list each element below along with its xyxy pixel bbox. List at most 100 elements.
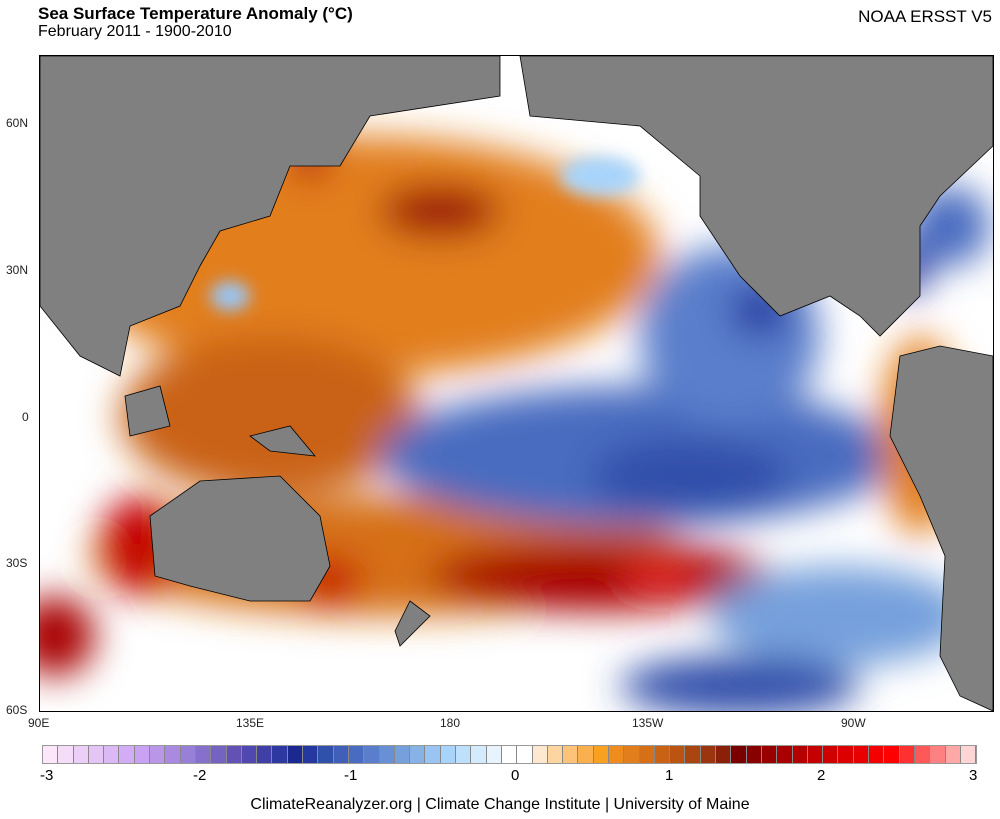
colorbar-swatch (731, 746, 747, 763)
colorbar-label: 0 (511, 767, 520, 784)
y-tick: 30N (6, 263, 29, 277)
colorbar-swatch (303, 746, 319, 763)
colorbar-swatch (456, 746, 472, 763)
y-tick: 60N (6, 116, 29, 130)
warm-core-north-pacific (380, 186, 500, 236)
warm-indian-ocean (40, 596, 95, 676)
colorbar-swatch (394, 746, 411, 763)
south-america-land (889, 345, 993, 711)
colorbar-swatch (486, 746, 502, 763)
y-tick: 60S (6, 703, 28, 717)
borneo-land (124, 385, 171, 437)
sst-anomaly-map (39, 55, 994, 712)
colorbar-swatch (226, 746, 242, 763)
colorbar-swatch (807, 746, 824, 763)
colorbar-swatch (501, 746, 518, 763)
x-tick: 135W (632, 716, 664, 730)
colorbar-swatch (869, 746, 885, 763)
australia-land (149, 475, 331, 602)
colorbar-swatch (608, 746, 625, 763)
colorbar-swatch (823, 746, 839, 763)
colorbar-swatch (930, 746, 946, 763)
colorbar-swatch (333, 746, 349, 763)
colorbar-swatch (945, 746, 961, 763)
chart-title: Sea Surface Temperature Anomaly (°C) (38, 4, 353, 23)
colorbar-swatch (532, 746, 548, 763)
credit-line: ClimateReanalyzer.org | Climate Change I… (250, 796, 750, 813)
land-mask (40, 56, 993, 711)
x-tick: 90W (841, 716, 866, 730)
colorbar-label: 3 (969, 767, 978, 784)
colorbar-swatch (257, 746, 273, 763)
colorbar-swatch (272, 746, 288, 763)
chart-subtitle: February 2011 - 1900-2010 (38, 23, 232, 40)
colorbar-label: 1 (665, 767, 674, 784)
colorbar-label: -2 (193, 767, 207, 784)
colorbar-swatch (578, 746, 594, 763)
colorbar-swatch (150, 746, 166, 763)
colorbar-swatch (211, 746, 227, 763)
colorbar-swatch (104, 746, 120, 763)
colorbar-swatch (471, 746, 487, 763)
colorbar-swatch (241, 746, 258, 763)
north-america-land (519, 56, 993, 337)
colorbar-swatch (593, 746, 609, 763)
colorbar-swatch (73, 746, 89, 763)
colorbar-swatch (58, 746, 74, 763)
new-zealand-land (394, 600, 431, 647)
colorbar-swatch (670, 746, 686, 763)
colorbar-swatch (792, 746, 808, 763)
colorbar-swatch (761, 746, 778, 763)
warm-core-south-pacific (430, 541, 770, 611)
colorbar-swatch (624, 746, 640, 763)
colorbar-swatch (379, 746, 395, 763)
x-tick: 90E (28, 716, 50, 730)
colorbar-swatch (914, 746, 931, 763)
colorbar-swatch (287, 746, 304, 763)
cool-southeast-pacific (710, 566, 970, 666)
x-tick: 180 (440, 716, 461, 730)
dataset-label: NOAA ERSST V5 (858, 7, 992, 26)
colorbar-swatch (777, 746, 793, 763)
colorbar-swatch (440, 746, 457, 763)
warm-west-pacific (120, 336, 420, 496)
new-guinea-land (249, 425, 316, 457)
colorbar-swatch (884, 746, 900, 763)
colorbar (42, 745, 978, 764)
colorbar-swatch (134, 746, 151, 763)
colorbar-swatch (165, 746, 181, 763)
colorbar-swatch (563, 746, 579, 763)
colorbar-swatch (195, 746, 212, 763)
colorbar-swatch (425, 746, 441, 763)
colorbar-swatch (654, 746, 671, 763)
colorbar-swatch (700, 746, 717, 763)
colorbar-swatch (716, 746, 732, 763)
colorbar-swatch (547, 746, 564, 763)
y-tick: 30S (6, 556, 28, 570)
colorbar-swatch (348, 746, 365, 763)
colorbar-swatch (410, 746, 426, 763)
colorbar-swatch (838, 746, 854, 763)
colorbar-swatch (899, 746, 915, 763)
colorbar-swatch (853, 746, 870, 763)
colorbar-swatch (746, 746, 762, 763)
x-tick: 135E (236, 716, 265, 730)
colorbar-swatch (318, 746, 334, 763)
colorbar-swatch (364, 746, 380, 763)
colorbar-label: -1 (344, 767, 358, 784)
colorbar-swatch (685, 746, 701, 763)
colorbar-swatch (639, 746, 655, 763)
asia-land (40, 56, 501, 377)
colorbar-swatch (43, 746, 59, 763)
colorbar-swatch (88, 746, 105, 763)
colorbar-swatch (960, 746, 977, 763)
cool-core-tropical-pacific (590, 436, 790, 516)
colorbar-swatch (119, 746, 135, 763)
cool-southern-ocean (620, 656, 860, 711)
colorbar-label: 2 (817, 767, 826, 784)
colorbar-swatch (517, 746, 533, 763)
warm-peak-south-pacific (620, 566, 700, 586)
colorbar-label: -3 (40, 767, 54, 784)
colorbar-swatch (180, 746, 196, 763)
y-tick: 0 (22, 410, 29, 424)
